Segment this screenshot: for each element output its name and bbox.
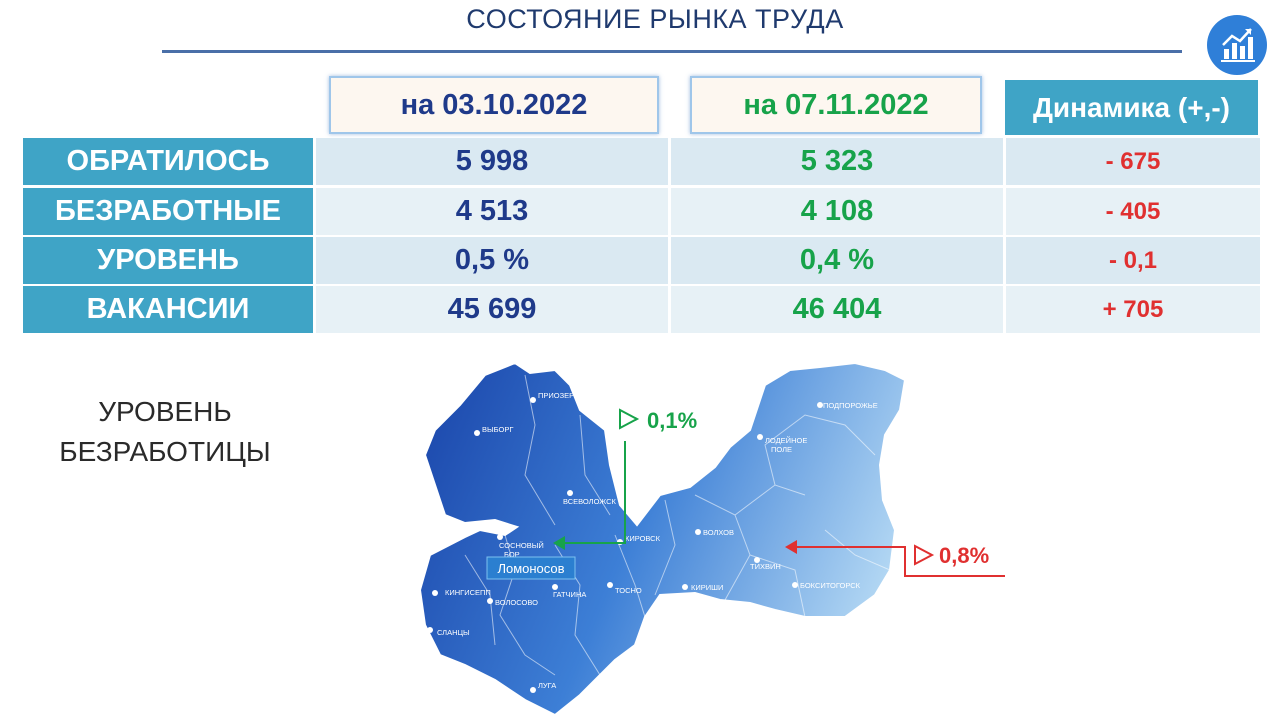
city-label-kingisepp: КИНГИСЕПП xyxy=(445,588,491,597)
city-label-tikhvin: ТИХВИН xyxy=(750,562,781,571)
max-pointer-line xyxy=(795,546,1005,577)
value-date2: 5 323 xyxy=(671,138,1003,185)
city-label-lodeynoye-2: ПОЛЕ xyxy=(771,445,792,454)
title-divider xyxy=(162,50,1182,53)
value-dynamics: - 0,1 xyxy=(1006,237,1260,284)
value-date1: 4 513 xyxy=(316,188,668,235)
dynamics-header: Динамика (+,-) xyxy=(1005,80,1258,135)
date-header-1: на 03.10.2022 xyxy=(329,76,659,134)
city-label-tosno: ТОСНО xyxy=(615,586,642,595)
max-play-icon xyxy=(914,544,935,566)
value-date2: 46 404 xyxy=(671,286,1003,333)
max-rate-label: 0,8% xyxy=(939,543,989,568)
city-label-volkhov: ВОЛХОВ xyxy=(703,528,734,537)
lomonosov-label: Ломоносов xyxy=(497,561,564,576)
lomonosov-box xyxy=(486,556,576,580)
min-rate-label: 0,1% xyxy=(647,408,697,433)
city-label-sosnovy-bor-1: СОСНОВЫЙ xyxy=(499,541,544,550)
row-label: УРОВЕНЬ xyxy=(23,237,313,284)
region-map: ПРИОЗЕРСК ВЫБОРГ ВСЕВОЛОЖСК КИРОВСК СОСН… xyxy=(418,361,1005,717)
city-label-sosnovy-bor-2: БОР xyxy=(504,550,520,559)
value-date2: 0,4 % xyxy=(671,237,1003,284)
city-label-vsevolozhsk: ВСЕВОЛОЖСК xyxy=(563,497,617,506)
city-label-volosovo: ВОЛОСОВО xyxy=(495,598,538,607)
value-date1: 5 998 xyxy=(316,138,668,185)
city-label-kirovsk: КИРОВСК xyxy=(625,534,661,543)
value-date2: 4 108 xyxy=(671,188,1003,235)
table-row: ОБРАТИЛОСЬ 5 998 5 323 - 675 xyxy=(23,138,1260,185)
unemployment-caption: УРОВЕНЬ БЕЗРАБОТИЦЫ xyxy=(40,392,290,472)
min-pointer-arrow xyxy=(553,536,565,550)
city-label-priozersk: ПРИОЗЕРСК xyxy=(538,391,584,400)
region-shape xyxy=(418,361,907,717)
unemployment-caption-line1: УРОВЕНЬ xyxy=(98,396,232,427)
min-play-icon xyxy=(619,408,640,430)
city-label-luga: ЛУГА xyxy=(538,681,556,690)
page-title: СОСТОЯНИЕ РЫНКА ТРУДА xyxy=(466,4,844,34)
max-pointer-arrow xyxy=(785,540,797,554)
min-pointer-line xyxy=(560,441,626,544)
value-dynamics: - 405 xyxy=(1006,188,1260,235)
date-header-2: на 07.11.2022 xyxy=(690,76,982,134)
chart-growth-icon xyxy=(1207,15,1267,75)
city-label-vyborg: ВЫБОРГ xyxy=(482,425,513,434)
table-row: ВАКАНСИИ 45 699 46 404 + 705 xyxy=(23,286,1260,333)
city-label-boksitogorsk: БОКСИТОГОРСК xyxy=(800,581,861,590)
row-label: ВАКАНСИИ xyxy=(23,286,313,333)
city-label-gatchina: ГАТЧИНА xyxy=(553,590,586,599)
unemployment-caption-line2: БЕЗРАБОТИЦЫ xyxy=(59,436,271,467)
table-row: БЕЗРАБОТНЫЕ 4 513 4 108 - 405 xyxy=(23,188,1260,235)
table-row: УРОВЕНЬ 0,5 % 0,4 % - 0,1 xyxy=(23,237,1260,284)
city-label-slantsy: СЛАНЦЫ xyxy=(437,628,470,637)
city-label-podporozhye: ПОДПОРОЖЬЕ xyxy=(823,401,878,410)
city-label-kirishi: КИРИШИ xyxy=(691,583,723,592)
city-labels: ПРИОЗЕРСК ВЫБОРГ ВСЕВОЛОЖСК КИРОВСК СОСН… xyxy=(437,391,878,690)
row-label: ОБРАТИЛОСЬ xyxy=(23,138,313,185)
row-label: БЕЗРАБОТНЫЕ xyxy=(23,188,313,235)
value-dynamics: - 675 xyxy=(1006,138,1260,185)
city-label-lodeynoye-1: ЛОДЕЙНОЕ xyxy=(765,436,807,445)
value-dynamics: + 705 xyxy=(1006,286,1260,333)
value-date1: 45 699 xyxy=(316,286,668,333)
value-date1: 0,5 % xyxy=(316,237,668,284)
